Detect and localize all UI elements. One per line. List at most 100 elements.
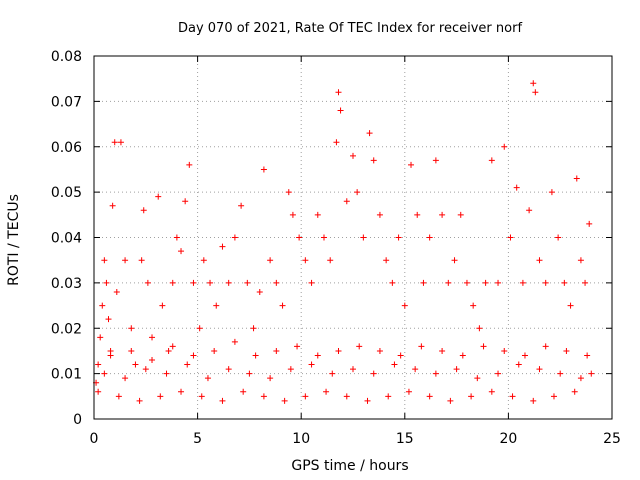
data-point: [252, 352, 259, 359]
data-point: [495, 279, 502, 286]
chart-title: Day 070 of 2021, Rate Of TEC Index for r…: [178, 21, 522, 36]
data-point: [405, 388, 412, 395]
data-point: [267, 257, 274, 264]
data-point: [142, 366, 149, 373]
data-point: [190, 279, 197, 286]
data-point: [495, 370, 502, 377]
data-point: [169, 343, 176, 350]
data-point: [439, 211, 446, 218]
data-point: [323, 388, 330, 395]
data-point: [231, 234, 238, 241]
data-point: [376, 211, 383, 218]
data-point: [571, 388, 578, 395]
data-point: [302, 257, 309, 264]
data-point: [225, 279, 232, 286]
x-axis-label: GPS time / hours: [291, 458, 408, 474]
data-point: [582, 279, 589, 286]
data-point: [294, 343, 301, 350]
data-point: [586, 220, 593, 227]
data-point: [408, 161, 415, 168]
data-point: [335, 89, 342, 96]
data-point: [273, 279, 280, 286]
data-point: [117, 139, 124, 146]
data-point: [447, 397, 454, 404]
y-tick-label: 0.03: [51, 276, 82, 292]
grid: [94, 56, 612, 419]
data-point: [536, 366, 543, 373]
data-point: [107, 352, 114, 359]
data-point: [451, 257, 458, 264]
data-point: [567, 302, 574, 309]
data-point: [420, 279, 427, 286]
data-point: [542, 279, 549, 286]
data-point: [389, 279, 396, 286]
y-tick-label: 0.02: [51, 321, 82, 337]
data-point: [329, 370, 336, 377]
data-point: [557, 370, 564, 377]
data-point: [159, 302, 166, 309]
data-point: [526, 207, 533, 214]
data-point: [383, 257, 390, 264]
data-point: [213, 302, 220, 309]
data-point: [173, 234, 180, 241]
data-point: [132, 361, 139, 368]
data-point: [366, 130, 373, 137]
data-point: [186, 161, 193, 168]
data-point: [509, 393, 516, 400]
data-point: [370, 370, 377, 377]
data-point: [149, 334, 156, 341]
data-point: [530, 397, 537, 404]
data-point: [530, 80, 537, 87]
data-point: [401, 302, 408, 309]
data-point: [474, 375, 481, 382]
data-point: [515, 361, 522, 368]
data-point: [333, 139, 340, 146]
data-point: [198, 393, 205, 400]
data-point: [350, 366, 356, 373]
data-point: [138, 257, 145, 264]
data-point: [200, 257, 207, 264]
data-point: [356, 343, 363, 350]
data-point: [169, 279, 176, 286]
data-point: [101, 257, 108, 264]
data-point: [343, 393, 350, 400]
data-point: [105, 316, 112, 323]
x-tick-label: 20: [499, 431, 517, 447]
data-point: [267, 375, 274, 382]
y-tick-label: 0.04: [51, 231, 82, 247]
data-point: [115, 393, 122, 400]
data-point: [155, 193, 162, 200]
data-point: [190, 352, 197, 359]
data-point: [488, 388, 495, 395]
data-point: [165, 347, 172, 354]
data-point: [219, 397, 226, 404]
data-point: [482, 279, 489, 286]
data-point: [111, 139, 118, 146]
data-point: [113, 288, 120, 295]
data-point: [395, 234, 402, 241]
data-point: [397, 352, 404, 359]
data-point: [109, 202, 116, 209]
data-point: [196, 325, 203, 332]
y-tick-label: 0.01: [51, 367, 82, 383]
x-tick-label: 25: [603, 431, 621, 447]
data-point: [480, 343, 487, 350]
data-point: [577, 375, 584, 382]
y-tick-labels: 0 0.01 0.02 0.03 0.04 0.05 0.06 0.07 0.08: [51, 49, 82, 428]
data-point: [95, 361, 102, 368]
data-point: [182, 198, 189, 205]
data-point: [103, 279, 110, 286]
data-point: [445, 279, 452, 286]
data-point: [163, 370, 170, 377]
data-point: [140, 207, 147, 214]
data-point: [412, 366, 419, 373]
data-point: [335, 347, 342, 354]
data-point: [470, 302, 477, 309]
data-point: [308, 361, 315, 368]
data-point: [432, 157, 439, 164]
data-point: [463, 279, 470, 286]
data-point: [136, 397, 143, 404]
data-point: [536, 257, 543, 264]
data-point: [302, 393, 309, 400]
data-point: [281, 397, 288, 404]
